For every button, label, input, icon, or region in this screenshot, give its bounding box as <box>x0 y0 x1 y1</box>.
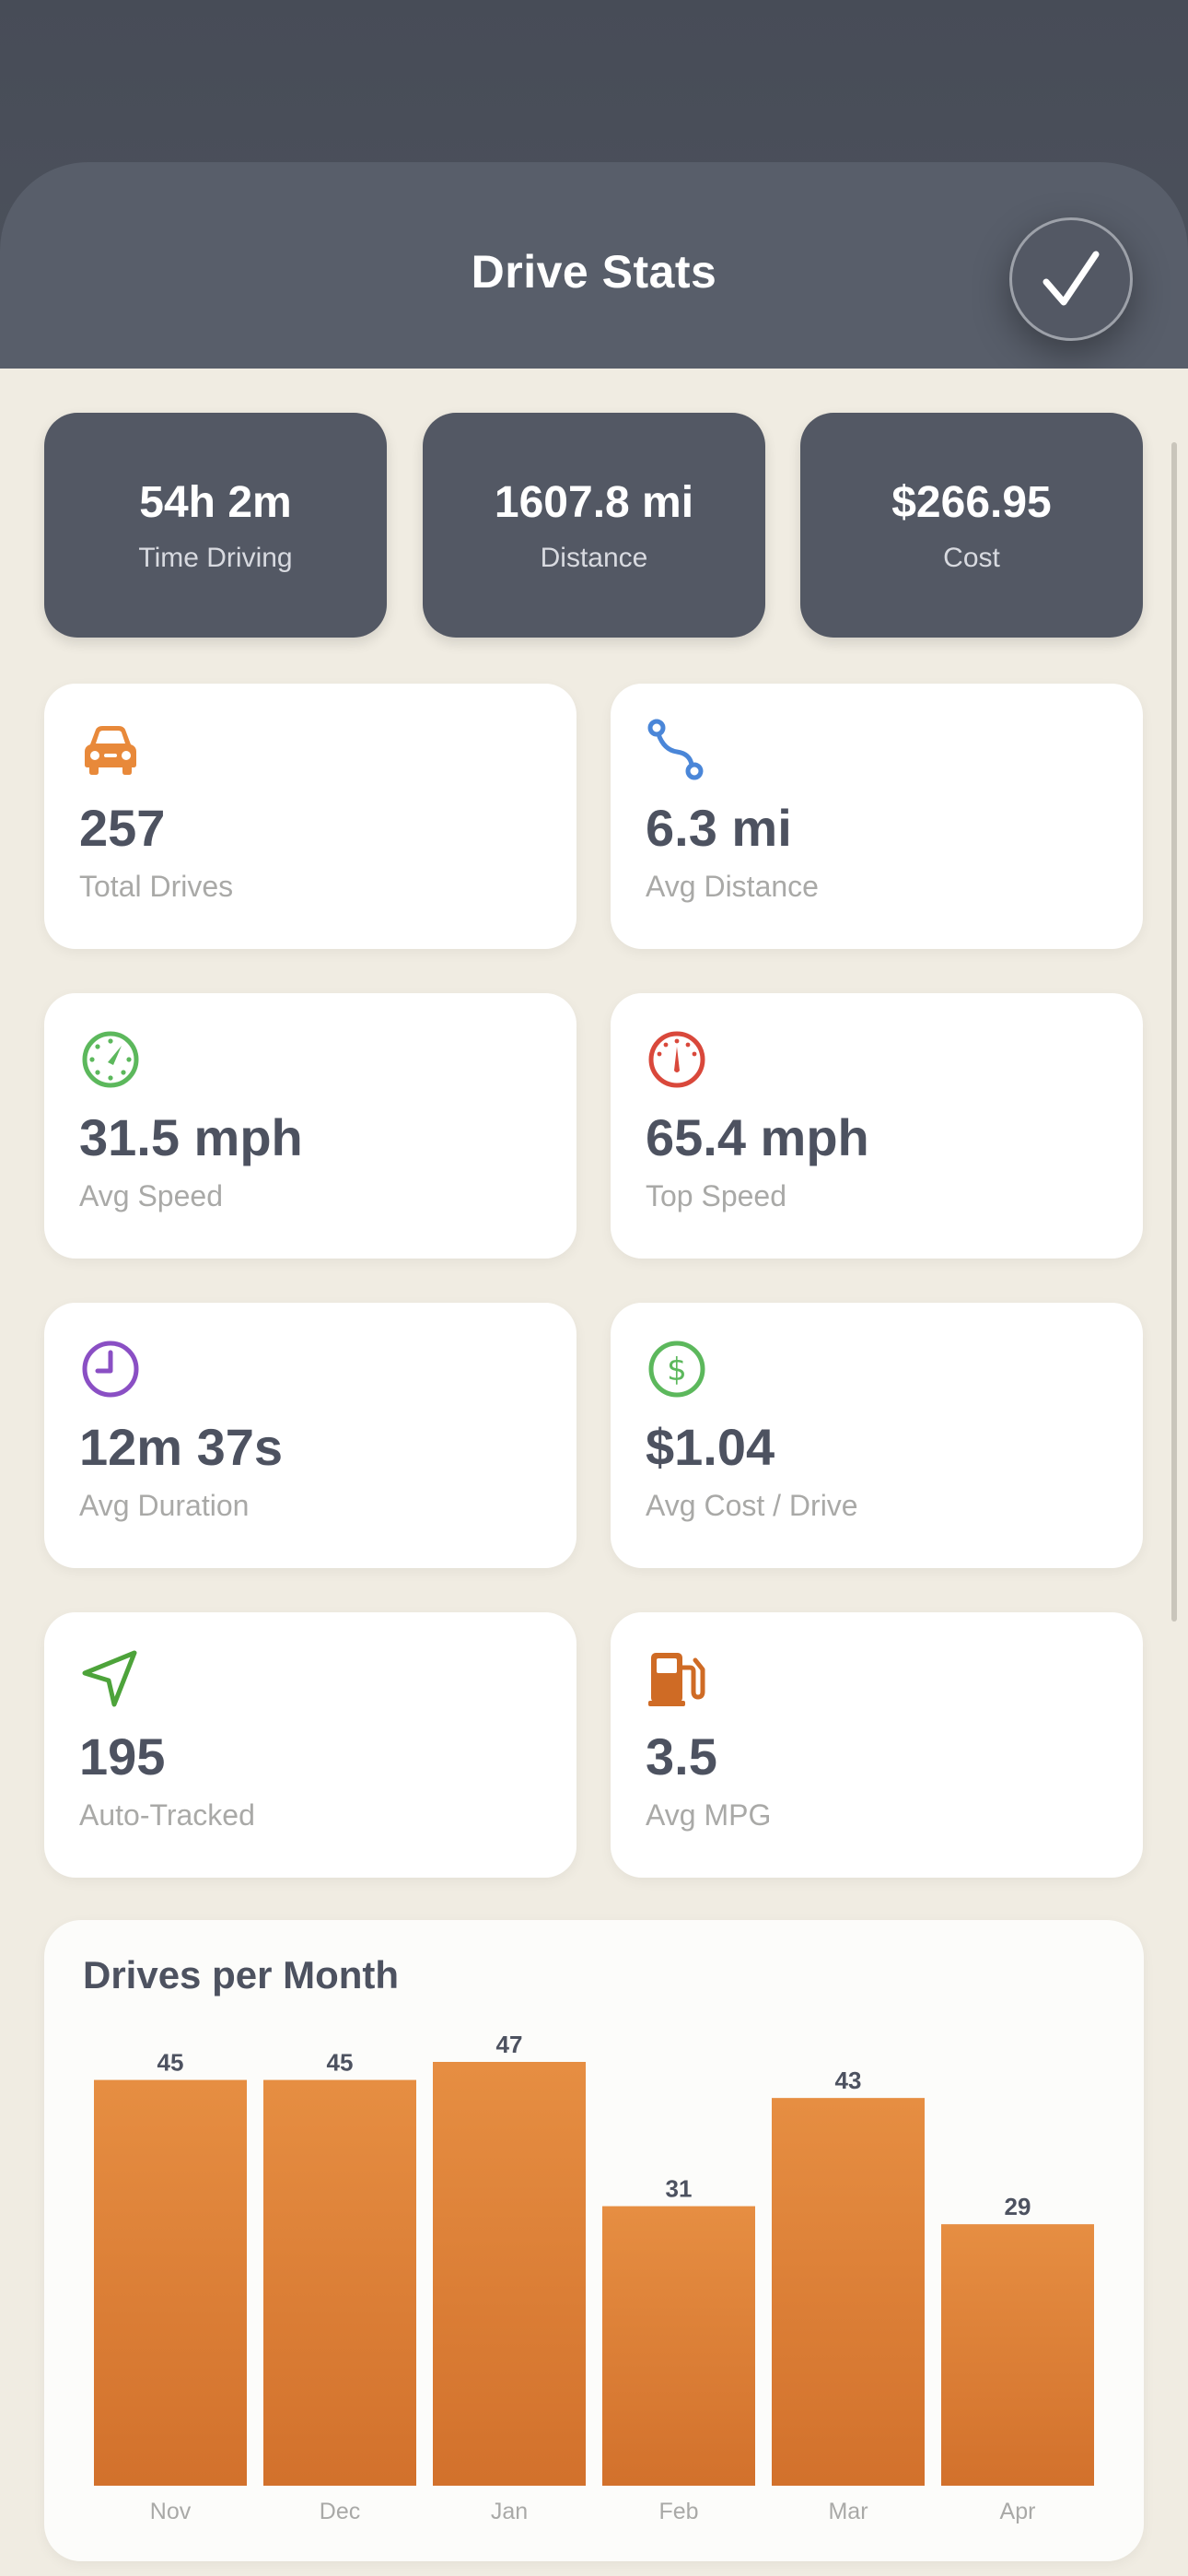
summary-label: Time Driving <box>138 542 293 573</box>
summary-card-time: 54h 2m Time Driving <box>44 413 387 638</box>
gauge-icon <box>648 1031 705 1088</box>
navigation-arrow-icon <box>82 1650 137 1707</box>
stat-label: Avg MPG <box>646 1798 772 1832</box>
car-icon <box>85 726 136 775</box>
stat-label: Avg Duration <box>79 1489 250 1522</box>
summary-label: Cost <box>943 542 1000 573</box>
bar-mar <box>772 2098 925 2486</box>
dollar-icon: $ <box>648 1341 705 1398</box>
bar-value-label: 47 <box>496 2031 523 2058</box>
stat-label: Avg Distance <box>646 870 819 903</box>
bar-nov <box>94 2079 247 2486</box>
speedometer-icon <box>82 1031 139 1088</box>
checkmark-icon <box>1042 251 1100 306</box>
svg-text:$: $ <box>667 1352 687 1388</box>
stat-card-top-speed: 65.4 mph Top Speed <box>611 993 1143 1259</box>
stat-value: 12m 37s <box>79 1418 284 1476</box>
x-tick-label: Nov <box>150 2499 192 2524</box>
done-button[interactable] <box>1009 217 1133 341</box>
x-tick-label: Jan <box>491 2499 528 2524</box>
stat-label: Avg Speed <box>79 1179 223 1212</box>
bar-value-label: 31 <box>666 2175 693 2203</box>
bar-value-label: 43 <box>835 2067 862 2094</box>
summary-card-distance: 1607.8 mi Distance <box>423 413 765 638</box>
stat-label: Auto-Tracked <box>79 1798 255 1832</box>
summary-value: $266.95 <box>891 477 1052 527</box>
bar-jan <box>433 2062 586 2486</box>
summary-value: 54h 2m <box>139 477 292 527</box>
x-tick-label: Apr <box>1000 2499 1036 2524</box>
sheet-header <box>0 162 1188 369</box>
stat-value: 31.5 mph <box>79 1108 303 1166</box>
page-title: Drive Stats <box>471 246 717 298</box>
stat-card-avg-speed: 31.5 mph Avg Speed <box>44 993 577 1259</box>
stat-card-avg-distance: 6.3 mi Avg Distance <box>611 684 1143 949</box>
bar-value-label: 45 <box>157 2049 184 2077</box>
bar-dec <box>263 2079 416 2486</box>
x-tick-label: Feb <box>658 2499 698 2524</box>
stat-value: 257 <box>79 799 166 857</box>
x-tick-label: Mar <box>828 2499 868 2524</box>
bar-value-label: 45 <box>327 2049 354 2077</box>
route-icon <box>647 719 704 780</box>
x-tick-label: Dec <box>320 2499 360 2524</box>
stat-card-avg-cost: $ $1.04 Avg Cost / Drive <box>611 1303 1143 1568</box>
stat-value: 3.5 <box>646 1727 717 1786</box>
stat-label: Top Speed <box>646 1179 787 1212</box>
scrollbar[interactable] <box>1171 442 1177 1622</box>
stat-label: Avg Cost / Drive <box>646 1489 858 1522</box>
stat-value: $1.04 <box>646 1418 775 1476</box>
summary-card-cost: $266.95 Cost <box>800 413 1143 638</box>
chart-title: Drives per Month <box>83 1953 400 1996</box>
stat-label: Total Drives <box>79 870 234 903</box>
clock-icon <box>82 1341 139 1398</box>
summary-label: Distance <box>540 542 648 573</box>
stat-value: 65.4 mph <box>646 1108 869 1166</box>
bar-feb <box>602 2206 755 2486</box>
stat-card-avg-duration: 12m 37s Avg Duration <box>44 1303 577 1568</box>
bar-chart: 45 Nov 45 Dec 47 Jan 31 Feb 43 Mar 29 Apr <box>94 2031 1094 2524</box>
stat-card-avg-mpg: 3.5 Avg MPG <box>611 1612 1143 1878</box>
bar-apr <box>941 2224 1094 2486</box>
fuel-pump-icon <box>648 1653 705 1706</box>
stat-card-auto-tracked: 195 Auto-Tracked <box>44 1612 577 1878</box>
bar-value-label: 29 <box>1005 2193 1031 2220</box>
drives-per-month-chart: Drives per Month 45 Nov 45 Dec 47 Jan 31 Feb 43 M… <box>44 1920 1144 2561</box>
stat-value: 195 <box>79 1727 166 1786</box>
summary-value: 1607.8 mi <box>494 477 694 527</box>
stat-value: 6.3 mi <box>646 799 792 857</box>
stat-card-total-drives: 257 Total Drives <box>44 684 577 949</box>
